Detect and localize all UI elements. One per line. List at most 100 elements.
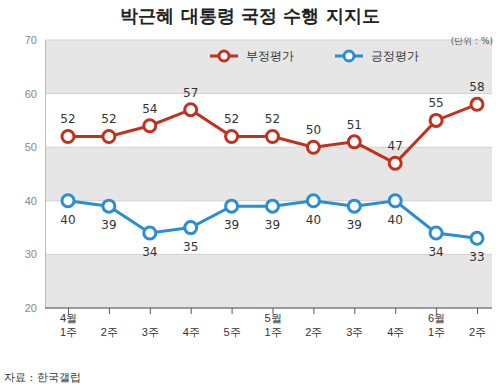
point bbox=[389, 195, 401, 207]
data-label: 58 bbox=[469, 80, 484, 94]
grid-line bbox=[45, 93, 492, 94]
grid-band bbox=[45, 254, 492, 308]
point bbox=[267, 200, 279, 212]
x-tick-mark bbox=[150, 308, 151, 314]
y-tick: 40 bbox=[25, 195, 45, 207]
point bbox=[144, 227, 156, 239]
series-line bbox=[68, 104, 477, 163]
y-tick-label: 60 bbox=[25, 88, 37, 100]
x-tick: 6월1주 bbox=[428, 308, 445, 338]
y-tick: 70 bbox=[25, 34, 45, 46]
point bbox=[103, 130, 115, 142]
x-tick-label: 3주 bbox=[346, 326, 363, 338]
legend-marker bbox=[344, 51, 354, 61]
data-label: 40 bbox=[306, 213, 321, 227]
y-tick-label: 70 bbox=[25, 34, 37, 46]
data-label: 52 bbox=[101, 112, 116, 126]
data-label: 40 bbox=[388, 213, 403, 227]
grid-line bbox=[45, 308, 492, 309]
x-tick: 2주 bbox=[305, 308, 322, 338]
x-tick: 3주 bbox=[346, 308, 363, 338]
grid-band bbox=[45, 40, 492, 94]
data-label: 39 bbox=[101, 218, 116, 232]
data-label: 33 bbox=[469, 250, 484, 264]
series-line bbox=[68, 201, 477, 239]
y-tick: 30 bbox=[25, 248, 45, 260]
x-tick: 2주 bbox=[101, 308, 118, 338]
point bbox=[185, 222, 197, 234]
x-tick-mark bbox=[395, 308, 396, 314]
chart: 20 30 40 50 60 70 4월1주 2주 3주 4주 5주 5월1주 2주 3주 4주 6월1주 2주… bbox=[0, 0, 500, 387]
marks bbox=[62, 98, 483, 244]
point bbox=[307, 141, 319, 153]
data-label: 39 bbox=[347, 218, 362, 232]
point bbox=[103, 200, 115, 212]
grid-line bbox=[45, 147, 492, 148]
y-tick: 50 bbox=[25, 141, 45, 153]
y-axis: 20 30 40 50 60 70 bbox=[25, 34, 46, 314]
data-label: 54 bbox=[142, 102, 157, 116]
x-tick-label: 2주 bbox=[469, 326, 486, 338]
data-label: 52 bbox=[265, 112, 280, 126]
x-tick-mark bbox=[232, 308, 233, 314]
y-tick-label: 30 bbox=[25, 248, 37, 260]
data-label: 52 bbox=[60, 112, 75, 126]
point bbox=[267, 130, 279, 142]
y-tick-label: 20 bbox=[25, 302, 37, 314]
x-tick-label: 5월1주 bbox=[264, 312, 281, 338]
x-tick-mark bbox=[109, 308, 110, 314]
x-tick-label: 3주 bbox=[142, 326, 159, 338]
title: 박근혜 대통령 국정 수행 지지도 bbox=[120, 5, 379, 26]
x-tick-mark bbox=[477, 308, 478, 314]
unit-label: (단위 : %) bbox=[451, 36, 493, 46]
data-label: 39 bbox=[265, 218, 280, 232]
point bbox=[471, 232, 483, 244]
point bbox=[471, 98, 483, 110]
point bbox=[389, 157, 401, 169]
point bbox=[62, 195, 74, 207]
data-label: 57 bbox=[183, 86, 198, 100]
legend-label: 긍정평가 bbox=[371, 49, 419, 63]
x-tick-mark bbox=[313, 308, 314, 314]
y-tick-label: 50 bbox=[25, 141, 37, 153]
data-label: 34 bbox=[142, 245, 157, 259]
grid-band bbox=[45, 147, 492, 201]
x-tick-mark bbox=[191, 308, 192, 314]
grid-line bbox=[45, 40, 492, 41]
point bbox=[307, 195, 319, 207]
x-tick: 2주 bbox=[469, 308, 486, 338]
legend: 부정평가긍정평가 bbox=[210, 49, 419, 63]
data-label: 39 bbox=[224, 218, 239, 232]
legend-marker bbox=[219, 51, 229, 61]
y-tick: 60 bbox=[25, 88, 45, 100]
data-label: 34 bbox=[428, 245, 443, 259]
x-tick-mark bbox=[354, 308, 355, 314]
y-tick-label: 40 bbox=[25, 195, 37, 207]
source: 자료 : 한국갤럽 bbox=[4, 371, 81, 384]
data-label: 52 bbox=[224, 112, 239, 126]
point bbox=[430, 227, 442, 239]
point bbox=[144, 120, 156, 132]
x-axis-line bbox=[45, 308, 492, 309]
y-tick: 20 bbox=[25, 302, 45, 314]
point bbox=[185, 104, 197, 116]
x-tick-label: 4월1주 bbox=[60, 312, 77, 338]
x-tick-label: 2주 bbox=[305, 326, 322, 338]
x-tick-label: 4주 bbox=[387, 326, 404, 338]
data-label: 51 bbox=[347, 118, 362, 132]
x-tick: 4월1주 bbox=[60, 308, 77, 338]
y-axis-line bbox=[45, 41, 46, 309]
x-tick: 4주 bbox=[183, 308, 200, 338]
x-tick-label: 4주 bbox=[183, 326, 200, 338]
data-label: 50 bbox=[306, 123, 321, 137]
x-axis: 4월1주 2주 3주 4주 5주 5월1주 2주 3주 4주 6월1주 2주 bbox=[45, 308, 492, 338]
point bbox=[430, 114, 442, 126]
x-tick: 4주 bbox=[387, 308, 404, 338]
data-label: 47 bbox=[388, 139, 403, 153]
x-tick-label: 6월1주 bbox=[428, 312, 445, 338]
data-label: 40 bbox=[60, 213, 75, 227]
x-tick: 5주 bbox=[224, 308, 241, 338]
data-labels: 5252545752525051475558403934353939403940… bbox=[60, 80, 484, 264]
point bbox=[348, 200, 360, 212]
point bbox=[226, 130, 238, 142]
